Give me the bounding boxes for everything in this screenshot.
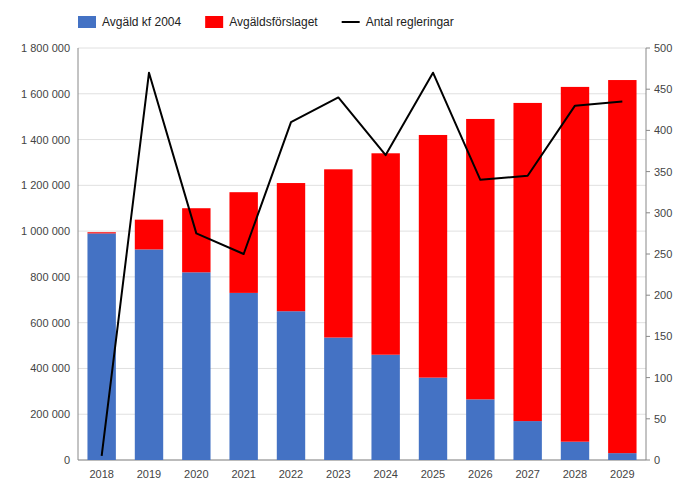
bar [182,208,210,272]
y2-tick-label: 150 [654,330,672,342]
x-tick-label: 2020 [184,468,208,480]
y-tick-label: 1 200 000 [21,179,70,191]
x-tick-label: 2021 [231,468,255,480]
bar [135,220,163,250]
y2-tick-label: 300 [654,207,672,219]
legend-swatch [78,16,96,28]
bar [608,80,636,453]
legend-label: Avgäldsförslaget [229,15,318,29]
x-tick-label: 2019 [137,468,161,480]
x-tick-label: 2028 [563,468,587,480]
x-tick-label: 2018 [89,468,113,480]
legend-swatch [342,21,360,23]
y2-tick-label: 50 [654,413,666,425]
bar [419,135,447,378]
y2-tick-label: 250 [654,248,672,260]
x-tick-label: 2022 [279,468,303,480]
bar [87,233,115,460]
legend-label: Avgäld kf 2004 [102,15,181,29]
bar [135,249,163,460]
y2-tick [646,130,650,131]
bar [561,442,589,460]
axes: 0 200 000 400 000 600 000 800 000 1 000 000 1 … [21,42,672,480]
y-tick-label: 200 000 [30,408,70,420]
y2-tick-label: 200 [654,289,672,301]
y-tick-label: 1 000 000 [21,225,70,237]
marks [87,73,636,460]
y2-tick-label: 100 [654,372,672,384]
bar [277,311,305,460]
legend-swatch [205,16,223,28]
bar [371,153,399,354]
x-tick-label: 2029 [610,468,634,480]
bar [513,103,541,421]
y2-tick-label: 0 [654,454,660,466]
x-tick-label: 2023 [326,468,350,480]
y-tick-label: 400 000 [30,362,70,374]
y2-tick [646,171,650,172]
y2-tick-label: 500 [654,42,672,54]
bar [419,378,447,460]
y2-tick [646,295,650,296]
y-tick-label: 1 600 000 [21,88,70,100]
legend: Avgäld kf 2004 Avgäldsförslaget Antal regl… [78,15,454,29]
grid-line [78,48,646,49]
bar [87,232,115,233]
bar [182,272,210,460]
y-tick-label: 1 400 000 [21,134,70,146]
bar [608,453,636,460]
y-tick-label: 800 000 [30,271,70,283]
bar [371,355,399,460]
y2-tick [646,418,650,419]
x-tick-label: 2025 [421,468,445,480]
y-axis-line [78,48,79,460]
bar [324,338,352,460]
chart: 0 200 000 400 000 600 000 800 000 1 000 000 1 … [0,0,696,496]
bar [229,293,257,460]
y2-tick [646,336,650,337]
y-tick-label: 1 800 000 [21,42,70,54]
bar [324,169,352,337]
bar [513,421,541,460]
x-tick-label: 2026 [468,468,492,480]
background [0,0,696,496]
x-tick-label: 2024 [373,468,397,480]
y2-tick [646,48,650,49]
y2-tick [646,89,650,90]
y2-tick [646,460,650,461]
y2-tick [646,212,650,213]
grid [78,48,646,460]
bar [277,183,305,311]
y2-tick-label: 450 [654,83,672,95]
x-tick-label: 2027 [515,468,539,480]
line [102,73,623,456]
legend-label: Antal regleringar [366,15,454,29]
y2-tick-label: 350 [654,166,672,178]
y2-tick [646,254,650,255]
bar [229,192,257,293]
bar [561,87,589,442]
bar [466,399,494,460]
y2-axis-line [646,48,647,460]
y2-tick-label: 400 [654,124,672,136]
y-tick-label: 0 [64,454,70,466]
bar [466,119,494,399]
y-tick-label: 600 000 [30,317,70,329]
y2-tick [646,377,650,378]
